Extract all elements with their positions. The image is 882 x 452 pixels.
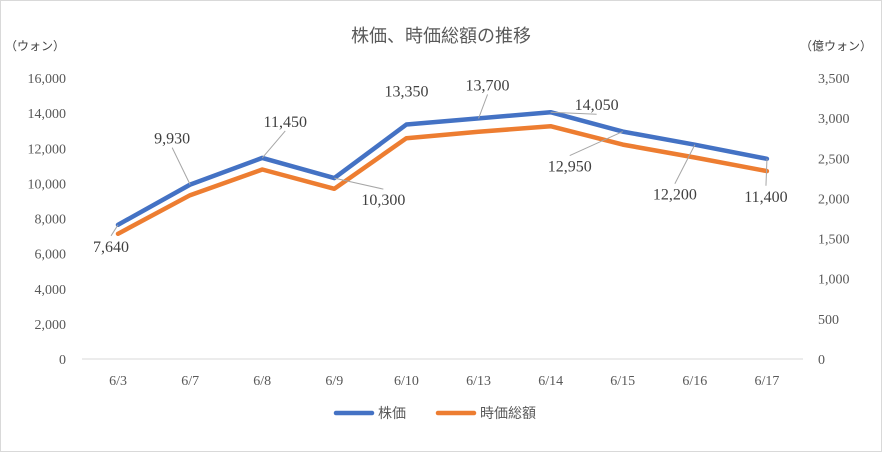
x-axis-tick-label: 6/13 <box>466 374 491 389</box>
data-label: 12,200 <box>653 187 697 204</box>
x-axis-tick-label: 6/16 <box>682 374 707 389</box>
left-axis-tick-label: 2,000 <box>35 318 67 333</box>
right-axis-tick-label: 3,500 <box>818 72 850 87</box>
x-axis-tick-label: 6/8 <box>253 374 271 389</box>
data-label: 13,700 <box>466 77 510 94</box>
left-axis-tick-label: 16,000 <box>28 72 67 87</box>
right-axis-tick-label: 1,500 <box>818 233 850 248</box>
x-axis-tick-label: 6/9 <box>325 374 343 389</box>
data-label: 11,400 <box>744 189 787 206</box>
data-label-leader-line <box>261 130 286 159</box>
left-axis-tick-label: 6,000 <box>35 248 67 263</box>
data-label: 12,950 <box>548 159 592 176</box>
right-axis-tick-label: 3,000 <box>818 112 850 127</box>
data-label-leader-line <box>171 147 191 185</box>
x-axis-tick-label: 6/14 <box>538 374 563 389</box>
data-label-leader-line <box>550 111 597 115</box>
left-axis-tick-label: 4,000 <box>35 283 67 298</box>
right-axis-tick-label: 1,000 <box>818 273 850 288</box>
left-axis-tick-label: 10,000 <box>28 177 67 192</box>
legend-label: 時価総額 <box>480 406 536 422</box>
x-axis-tick-label: 6/3 <box>109 374 127 389</box>
right-axis-unit-label: （億ウォン） <box>800 39 872 53</box>
right-axis-tick-label: 500 <box>818 313 839 328</box>
right-axis-tick-label: 2,500 <box>818 152 850 167</box>
data-label-leader-line <box>674 144 696 184</box>
data-label-leader-line <box>765 158 768 186</box>
data-label-leader-line <box>334 177 384 190</box>
right-axis-tick-label: 0 <box>818 353 825 368</box>
x-axis-tick-label: 6/17 <box>755 374 780 389</box>
data-label: 14,050 <box>575 97 619 114</box>
series-line-market-cap <box>115 123 770 237</box>
data-label-leader-line <box>569 131 623 157</box>
left-axis-tick-label: 14,000 <box>28 107 67 122</box>
data-label: 11,450 <box>264 114 307 131</box>
data-label: 10,300 <box>361 192 405 209</box>
x-axis-tick-label: 6/10 <box>394 374 419 389</box>
legend-label: 株価 <box>378 406 406 422</box>
data-label-leader-line <box>110 224 119 237</box>
right-axis-tick-label: 2,000 <box>818 192 850 207</box>
data-label: 9,930 <box>154 131 190 148</box>
data-label: 13,350 <box>384 84 428 101</box>
data-label-leader-line <box>478 94 489 119</box>
series-line-stock-price <box>115 109 770 228</box>
left-axis-unit-label: （ウォン） <box>5 39 65 53</box>
x-axis-tick-label: 6/15 <box>610 374 635 389</box>
x-axis-tick-label: 6/7 <box>181 374 199 389</box>
chart-title: 株価、時価総額の推移 <box>351 26 531 47</box>
left-axis-tick-label: 12,000 <box>28 142 67 157</box>
left-axis-tick-label: 8,000 <box>35 213 67 228</box>
left-axis-tick-label: 0 <box>59 353 66 368</box>
data-label: 7,640 <box>93 239 129 256</box>
